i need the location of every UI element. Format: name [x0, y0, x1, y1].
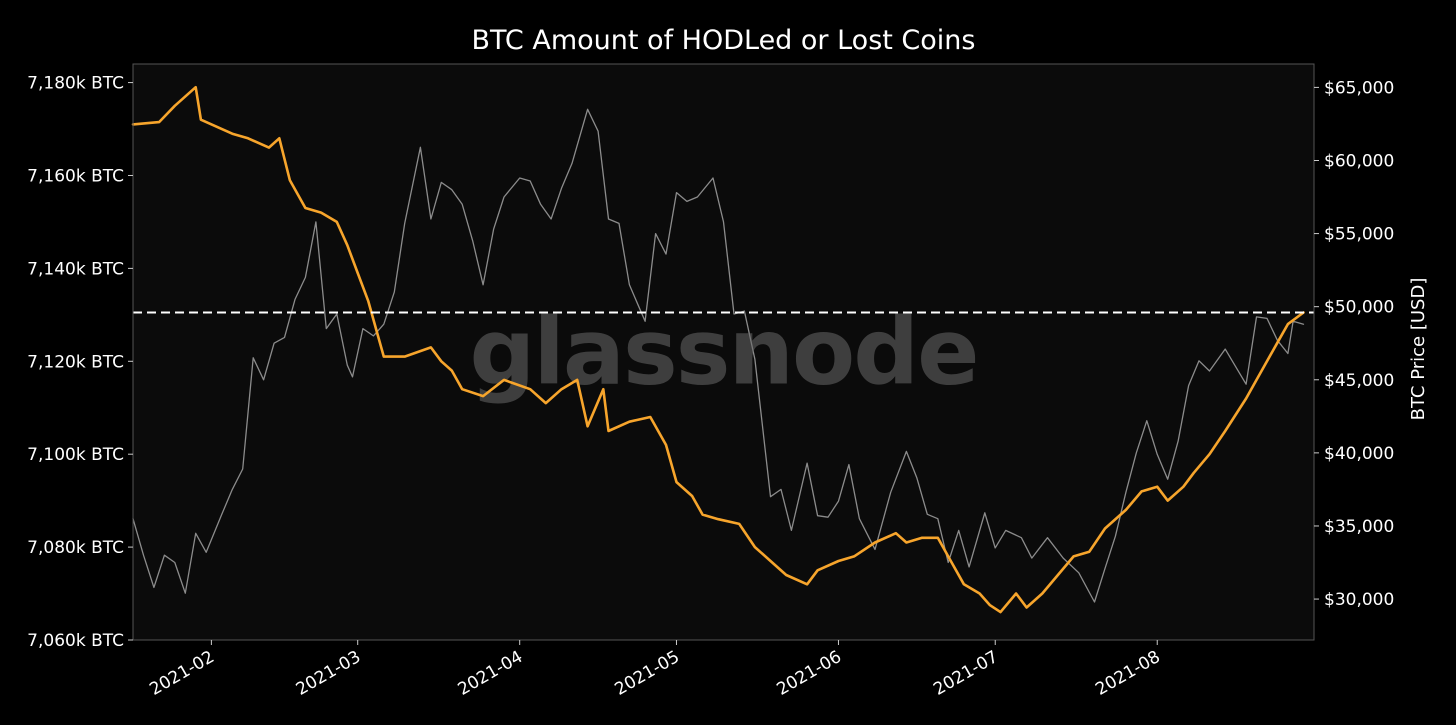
x-tick-label: 2021-02	[146, 647, 218, 700]
right-tick-label: $55,000	[1324, 225, 1394, 245]
x-tick-label: 2021-05	[611, 647, 683, 700]
watermark: glassnode	[470, 299, 978, 406]
left-tick-label: 7,060k BTC	[27, 631, 124, 651]
right-axis-title: BTC Price [USD]	[1408, 278, 1429, 421]
chart-title: BTC Amount of HODLed or Lost Coins	[472, 25, 976, 56]
left-axis: 7,060k BTC 7,080k BTC 7,100k BTC 7,120k BTC…	[27, 74, 133, 651]
x-tick-label: 2021-07	[930, 647, 1002, 700]
left-tick-label: 7,120k BTC	[27, 352, 124, 372]
right-tick-label: $35,000	[1324, 517, 1394, 537]
x-axis: 2021-02 2021-03 2021-04 2021-05 2021-06 2021-…	[146, 640, 1164, 700]
plot-area	[133, 64, 1314, 640]
left-tick-label: 7,140k BTC	[27, 259, 124, 279]
hodl-line	[131, 85, 1305, 614]
right-tick-label: $45,000	[1324, 371, 1394, 391]
price-line	[132, 108, 1305, 603]
right-tick-label: $50,000	[1324, 298, 1394, 318]
right-tick-label: $30,000	[1324, 590, 1394, 610]
left-tick-label: 7,180k BTC	[27, 74, 124, 94]
right-tick-label: $60,000	[1324, 151, 1394, 171]
x-tick-label: 2021-04	[455, 647, 527, 700]
x-tick-label: 2021-06	[773, 647, 845, 700]
x-tick-label: 2021-08	[1092, 647, 1164, 700]
right-axis: $30,000 $35,000 $40,000 $45,000 $50,000 $55,0…	[1314, 78, 1394, 610]
right-tick-label: $40,000	[1324, 444, 1394, 464]
right-tick-label: $65,000	[1324, 78, 1394, 98]
price-series	[132, 108, 1305, 603]
plot-frame	[132, 63, 1315, 641]
x-tick-label: 2021-03	[293, 647, 365, 700]
left-tick-label: 7,080k BTC	[27, 538, 124, 558]
hodl-series	[131, 85, 1305, 614]
left-tick-label: 7,100k BTC	[27, 445, 124, 465]
left-tick-label: 7,160k BTC	[27, 166, 124, 186]
